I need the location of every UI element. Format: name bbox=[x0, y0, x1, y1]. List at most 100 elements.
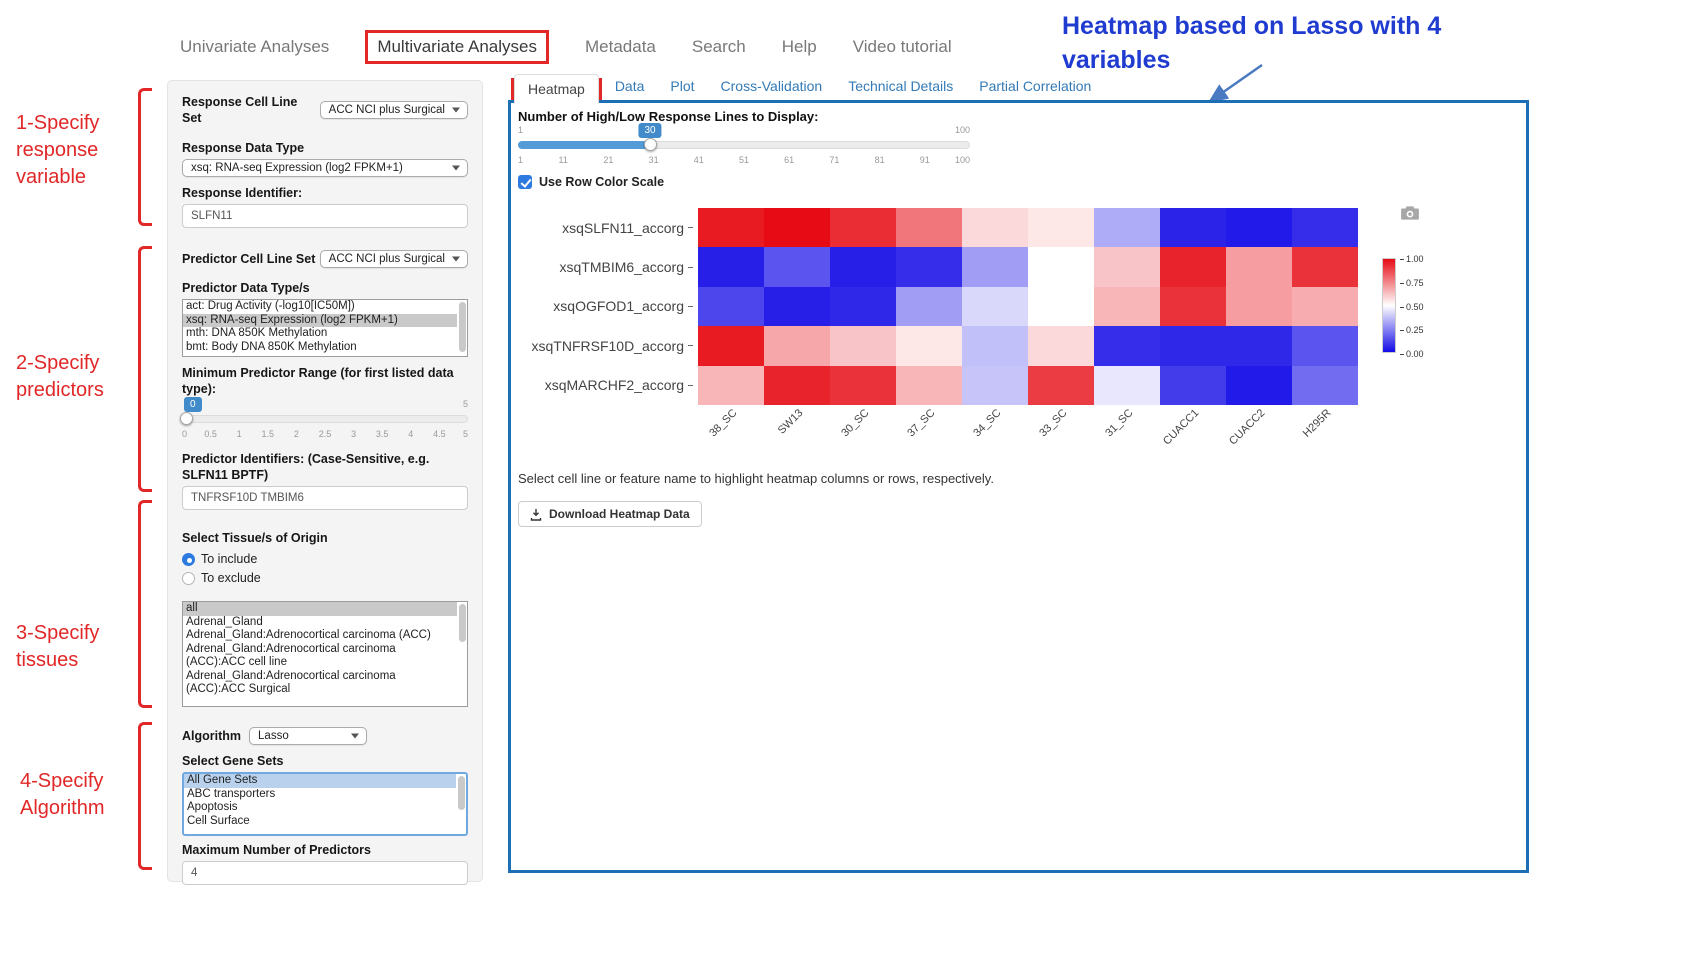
algorithm-label: Algorithm bbox=[182, 729, 242, 743]
option-all[interactable]: all bbox=[183, 602, 457, 616]
heatmap-cell bbox=[1160, 247, 1226, 287]
annotation-arrow bbox=[1207, 63, 1263, 103]
gene-sets-listbox[interactable]: All Gene Sets ABC transporters Apoptosis Ce… bbox=[182, 772, 468, 836]
response-identifier-label: Response Identifier: bbox=[182, 186, 303, 200]
option-adrenal-gland-adrenocortical-carcinoma-acc-acc-cell-line[interactable]: Adrenal_Gland:Adrenocortical carcinoma (… bbox=[186, 642, 396, 669]
tab-heatmap[interactable]: Heatmap bbox=[514, 74, 599, 104]
heatmap-cell bbox=[1094, 208, 1160, 248]
heatmap-column-label-cuacc2[interactable]: CUACC2 bbox=[1227, 407, 1268, 448]
tab-technical-details[interactable]: Technical Details bbox=[848, 78, 954, 94]
tissue-listbox[interactable]: all Adrenal_Gland Adrenal_Gland:Adrenocort… bbox=[182, 601, 468, 707]
download-button-label: Download Heatmap Data bbox=[549, 507, 690, 521]
heatmap-row-label-xsqslfn11-accorg[interactable]: xsqSLFN11_accorg bbox=[516, 208, 693, 247]
option-all-gene-sets[interactable]: All Gene Sets bbox=[184, 774, 456, 788]
response-data-type-select[interactable]: xsq: RNA-seq Expression (log2 FPKM+1) bbox=[182, 159, 468, 177]
tissue-exclude-option[interactable]: To exclude bbox=[182, 571, 468, 585]
heatmap-cell bbox=[698, 326, 764, 366]
predictor-data-types-listbox[interactable]: act: Drug Activity (-log10[IC50M]) xsq: R… bbox=[182, 299, 468, 357]
heatmap-cell bbox=[764, 286, 830, 327]
heatmap-column-label-h295r[interactable]: H295R bbox=[1300, 407, 1334, 440]
heatmap-cell bbox=[1160, 365, 1226, 405]
tissue-exclude-radio[interactable] bbox=[182, 571, 195, 585]
response-identifier-input[interactable] bbox=[182, 204, 468, 228]
heatmap-cell bbox=[830, 247, 896, 287]
predictor-cell-line-set-value: ACC NCI plus Surgical bbox=[328, 253, 445, 265]
tissue-include-radio[interactable] bbox=[182, 552, 195, 566]
predictor-identifiers-input[interactable] bbox=[182, 486, 468, 510]
option-mth-dna-850k-methylation[interactable]: mth: DNA 850K Methylation bbox=[186, 327, 328, 339]
slider-handle[interactable] bbox=[644, 138, 657, 151]
max-predictors-label: Maximum Number of Predictors bbox=[182, 843, 371, 857]
tissue-origin-label: Select Tissue/s of Origin bbox=[182, 531, 328, 545]
nav-item-video-tutorial[interactable]: Video tutorial bbox=[852, 37, 952, 56]
heatmap-row-label-xsqogfod1-accorg[interactable]: xsqOGFOD1_accorg bbox=[516, 287, 693, 326]
heatmap-cell bbox=[1292, 286, 1358, 327]
heatmap-row-label-xsqtmbim6-accorg[interactable]: xsqTMBIM6_accorg bbox=[516, 247, 693, 286]
heatmap-cell bbox=[962, 208, 1028, 248]
option-cell-surface[interactable]: Cell Surface bbox=[187, 814, 250, 827]
heatmap-column-label-sw13[interactable]: SW13 bbox=[775, 407, 806, 437]
tab-data[interactable]: Data bbox=[614, 78, 645, 94]
slider-fill bbox=[518, 141, 650, 149]
heatmap-row-label-xsqtnfrsf10d-accorg[interactable]: xsqTNFRSF10D_accorg bbox=[516, 326, 693, 365]
nav-item-metadata[interactable]: Metadata bbox=[585, 37, 656, 56]
listbox-scrollbar[interactable] bbox=[459, 604, 466, 642]
annotation-step4: 4-Specify Algorithm bbox=[20, 770, 105, 819]
display-lines-slider[interactable]: 1 100 30 1 11 21 31 41 51 61 71 81 91 100 bbox=[518, 123, 970, 169]
option-xsq-rna-seq-expression-log2-fpkm-1[interactable]: xsq: RNA-seq Expression (log2 FPKM+1) bbox=[183, 313, 457, 327]
predictor-identifiers-label: Predictor Identifiers: (Case-Sensitive, … bbox=[182, 452, 430, 482]
option-abc-transporters[interactable]: ABC transporters bbox=[187, 787, 276, 800]
nav-item-multivariate-analyses[interactable]: Multivariate Analyses bbox=[377, 37, 537, 56]
algorithm-select[interactable]: Lasso bbox=[249, 727, 368, 745]
min-predictor-range-slider[interactable]: 5 0 0 0.5 1 1.5 2 2.5 3 3.5 4 4.5 5 bbox=[180, 397, 468, 449]
tissue-include-label[interactable]: To include bbox=[201, 552, 258, 566]
camera-icon[interactable] bbox=[1400, 205, 1420, 221]
annotation-heatmap-note: Heatmap based on Lasso with 4 variables bbox=[1062, 12, 1442, 74]
heatmap-cell bbox=[1226, 365, 1292, 405]
listbox-scrollbar[interactable] bbox=[458, 776, 465, 810]
response-cell-line-set-select[interactable]: ACC NCI plus Surgical bbox=[319, 101, 468, 119]
heatmap-cell bbox=[1160, 208, 1226, 248]
option-act-drug-activity-log10-ic50m[interactable]: act: Drug Activity (-log10[IC50M]) bbox=[186, 300, 355, 312]
tissue-include-option[interactable]: To include bbox=[182, 552, 468, 566]
option-apoptosis[interactable]: Apoptosis bbox=[187, 801, 238, 813]
heatmap-column-label-33-sc[interactable]: 33_SC bbox=[1037, 407, 1070, 440]
tissue-exclude-label[interactable]: To exclude bbox=[201, 571, 261, 585]
range-slider-track[interactable] bbox=[182, 415, 468, 423]
gene-sets-label: Select Gene Sets bbox=[182, 754, 284, 768]
tab-partial-correlation[interactable]: Partial Correlation bbox=[979, 78, 1092, 94]
nav-item-help[interactable]: Help bbox=[781, 37, 817, 56]
option-adrenal-gland-adrenocortical-carcinoma-acc-acc-surgical[interactable]: Adrenal_Gland:Adrenocortical carcinoma (… bbox=[186, 669, 396, 696]
listbox-scrollbar[interactable] bbox=[459, 302, 466, 352]
range-slider-value-badge: 0 bbox=[184, 397, 202, 412]
heatmap-row-label-xsqmarchf2-accorg[interactable]: xsqMARCHF2_accorg bbox=[516, 366, 693, 405]
tab-plot[interactable]: Plot bbox=[670, 78, 695, 94]
heatmap-column-label-30-sc[interactable]: 30_SC bbox=[839, 407, 872, 440]
option-bmt-body-dna-850k-methylation[interactable]: bmt: Body DNA 850K Methylation bbox=[186, 340, 357, 353]
max-predictors-input[interactable] bbox=[182, 861, 468, 885]
tab-cross-validation[interactable]: Cross-Validation bbox=[720, 78, 823, 94]
download-heatmap-data-button[interactable]: Download Heatmap Data bbox=[518, 501, 702, 527]
heatmap-cell bbox=[698, 208, 764, 248]
heatmap-cell bbox=[962, 286, 1028, 327]
heatmap-cell bbox=[1028, 208, 1094, 248]
slider-min-label: 1 bbox=[518, 125, 524, 135]
predictor-cell-line-set-select[interactable]: ACC NCI plus Surgical bbox=[319, 250, 468, 268]
heatmap-column-label-38-sc[interactable]: 38_SC bbox=[707, 407, 740, 440]
heatmap-cell bbox=[830, 365, 896, 405]
range-slider-handle[interactable] bbox=[180, 412, 193, 425]
row-color-scale-label[interactable]: Use Row Color Scale bbox=[539, 175, 665, 189]
heatmap-cell bbox=[962, 365, 1028, 405]
nav-item-univariate-analyses[interactable]: Univariate Analyses bbox=[180, 37, 330, 56]
range-slider-max-label: 5 bbox=[462, 399, 468, 409]
heatmap-column-label-31-sc[interactable]: 31_SC bbox=[1103, 407, 1136, 440]
option-adrenal-gland[interactable]: Adrenal_Gland bbox=[186, 615, 263, 628]
row-color-scale-checkbox[interactable] bbox=[518, 175, 532, 189]
nav-item-search[interactable]: Search bbox=[691, 37, 746, 56]
heatmap-panel: Number of High/Low Response Lines to Dis… bbox=[508, 100, 1529, 873]
heatmap-column-label-cuacc1[interactable]: CUACC1 bbox=[1161, 407, 1202, 448]
heatmap-column-label-37-sc[interactable]: 37_SC bbox=[905, 407, 938, 440]
heatmap-column-label-34-sc[interactable]: 34_SC bbox=[971, 407, 1004, 440]
heatmap-cell bbox=[1292, 208, 1358, 248]
option-adrenal-gland-adrenocortical-carcinoma-acc[interactable]: Adrenal_Gland:Adrenocortical carcinoma (… bbox=[186, 629, 431, 641]
